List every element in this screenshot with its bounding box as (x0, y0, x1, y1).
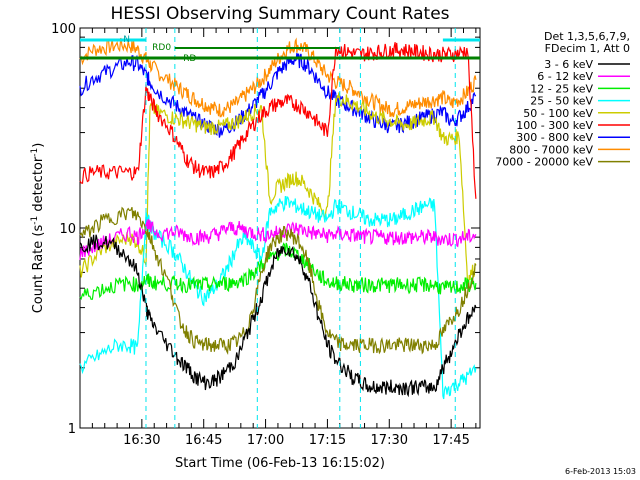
chart-title: HESSI Observing Summary Count Rates (110, 4, 449, 24)
series-line (79, 234, 477, 398)
flag-bars: N RD0 RD (80, 35, 480, 64)
series-line (79, 242, 477, 301)
legend-entry-label: 12 - 25 keV (530, 82, 593, 95)
timestamp: 6-Feb-2013 15:03 (565, 467, 636, 476)
x-tick-label: 17:30 (371, 433, 408, 448)
series-layer (79, 37, 477, 400)
legend-entry-label: 50 - 100 keV (523, 107, 593, 120)
x-tick-label: 17:45 (432, 433, 469, 448)
x-tick-label: 17:15 (309, 433, 346, 448)
series-line (79, 92, 477, 287)
rd0-flag-label: RD0 (152, 43, 171, 53)
y-tick-label: 10 (59, 222, 76, 237)
y-tick-label: 1 (68, 422, 76, 437)
legend: Det 1,3,5,6,7,9, FDecim 1, Att 0 3 - 6 k… (495, 30, 630, 169)
x-axis-label: Start Time (06-Feb-13 16:15:02) (175, 456, 385, 471)
legend-entry-label: 25 - 50 keV (530, 95, 593, 108)
x-axis: 16:30 16:45 17:00 17:15 17:30 17:45 (79, 28, 477, 448)
rd-flag-label: RD (183, 54, 196, 64)
series-line (79, 206, 477, 356)
data-gap-markers (145, 28, 456, 428)
y-tick-label: 100 (51, 22, 76, 37)
legend-entry-label: 7000 - 20000 keV (495, 156, 593, 169)
night-flag-label: N (123, 35, 130, 45)
legend-entry-label: 300 - 800 keV (516, 131, 593, 144)
series-line (79, 195, 477, 400)
y-axis-label: Count Rate (s-1 detector-1) (30, 143, 46, 314)
x-tick-label: 16:30 (123, 433, 160, 448)
legend-header-1: Det 1,3,5,6,7,9, (544, 30, 630, 43)
y-axis: 1 10 100 (51, 22, 480, 437)
legend-entry-label: 6 - 12 keV (537, 70, 593, 83)
legend-entry-label: 100 - 300 keV (516, 119, 593, 132)
x-tick-label: 17:00 (247, 433, 284, 448)
series-line (79, 42, 477, 199)
x-tick-label: 16:45 (185, 433, 222, 448)
legend-entry-label: 3 - 6 keV (544, 58, 593, 71)
legend-header-2: FDecim 1, Att 0 (545, 42, 630, 55)
legend-entry-label: 800 - 7000 keV (509, 143, 593, 156)
